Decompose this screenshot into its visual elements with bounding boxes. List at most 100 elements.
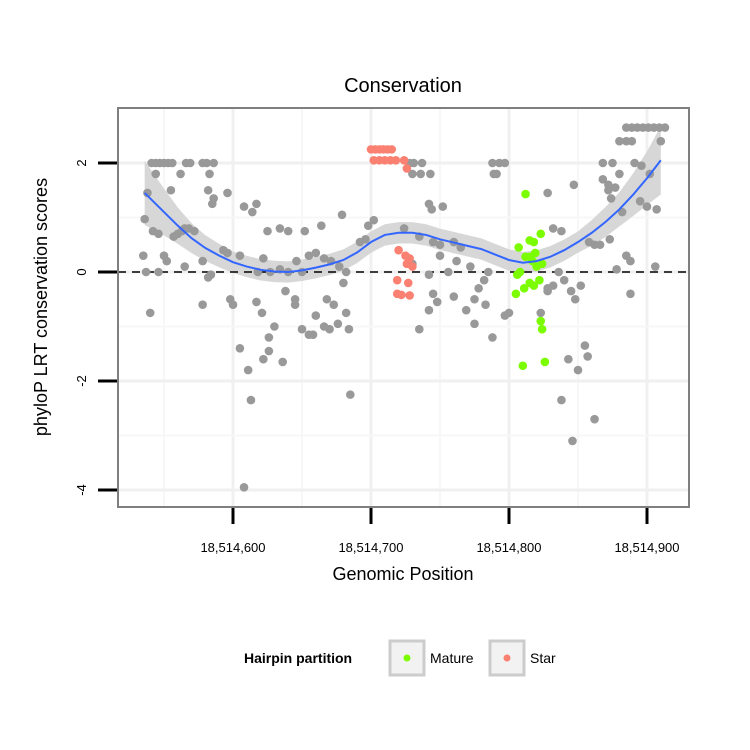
data-point-other <box>180 262 189 271</box>
smooth-line <box>143 159 662 274</box>
data-point-other <box>325 324 334 334</box>
data-point-star <box>392 275 402 285</box>
data-point-other <box>630 158 639 168</box>
data-point-other <box>206 270 216 280</box>
data-point-other <box>190 226 199 236</box>
data-point-other <box>151 169 161 179</box>
data-point-other <box>341 267 351 277</box>
data-point-other <box>166 185 176 195</box>
data-point-other <box>481 300 490 310</box>
data-point-other <box>252 297 261 307</box>
data-point-other <box>564 354 573 364</box>
data-point-other <box>399 224 409 233</box>
data-point-other <box>333 319 343 329</box>
data-point-other <box>198 300 207 310</box>
data-point-other <box>346 390 355 399</box>
data-point-other <box>259 254 268 263</box>
data-point-other <box>504 308 514 318</box>
data-point-mature <box>530 248 540 258</box>
data-point-other <box>500 158 510 168</box>
data-point-other <box>435 240 445 250</box>
data-point-other <box>278 357 287 367</box>
data-point-mature <box>529 281 539 290</box>
data-point-other <box>252 199 261 209</box>
data-point-other <box>479 275 489 285</box>
data-point-other <box>337 210 347 220</box>
data-point-mature <box>529 237 539 247</box>
plot-border <box>117 107 690 508</box>
data-point-other <box>470 319 479 329</box>
data-point-other <box>205 169 214 179</box>
data-point-other <box>311 248 321 258</box>
data-point-other <box>263 226 272 236</box>
x-tick-label: 18,514,800 <box>476 540 541 555</box>
data-point-other <box>598 175 608 184</box>
data-point-mature <box>519 284 529 293</box>
data-point-mature <box>540 357 550 367</box>
data-point-other <box>660 123 670 132</box>
data-point-mature <box>535 275 544 285</box>
data-point-other <box>139 251 148 260</box>
data-point-star <box>399 155 409 165</box>
legend-label-mature: Mature <box>430 650 474 666</box>
data-point-mature <box>511 289 521 299</box>
data-point-other <box>167 158 177 168</box>
data-point-other <box>176 169 185 179</box>
y-tick-label: 0 <box>74 268 89 275</box>
data-point-mature <box>521 189 530 199</box>
data-point-other <box>626 256 635 266</box>
data-point-other <box>145 308 155 318</box>
data-point-other <box>449 292 459 301</box>
data-point-star <box>391 155 401 165</box>
x-tick-label: 18,514,700 <box>338 540 403 555</box>
data-point-other <box>243 365 253 375</box>
data-point-star <box>408 262 417 271</box>
data-point-other <box>235 344 245 353</box>
data-point-other <box>610 183 620 192</box>
data-point-other <box>435 251 445 260</box>
data-point-other <box>308 330 318 339</box>
data-point-other <box>606 194 616 203</box>
data-point-other <box>239 482 249 492</box>
data-point-other <box>427 205 437 214</box>
data-point-other <box>635 196 645 206</box>
data-point-other <box>208 199 217 209</box>
data-point-other <box>484 267 493 277</box>
data-point-other <box>140 214 149 224</box>
data-point-star <box>405 291 414 300</box>
data-point-other <box>608 158 617 168</box>
data-point-other <box>283 226 293 236</box>
y-tick-label: -4 <box>74 484 89 496</box>
data-point-other <box>203 185 213 195</box>
data-point-mature <box>536 229 546 239</box>
data-point-other <box>543 286 552 296</box>
data-point-other <box>361 235 370 244</box>
data-point-star <box>403 278 413 288</box>
data-point-other <box>438 202 448 211</box>
data-point-other <box>536 308 546 318</box>
data-point-other <box>162 256 172 266</box>
legend-marker-mature <box>403 654 411 662</box>
data-point-other <box>264 333 274 342</box>
data-point-other <box>595 240 605 250</box>
data-point-other <box>580 341 590 350</box>
data-point-other <box>432 297 442 307</box>
data-point-other <box>409 158 419 168</box>
x-tick-label: 18,514,600 <box>200 540 265 555</box>
data-point-other <box>154 229 163 239</box>
data-point-other <box>428 289 438 299</box>
data-point-other <box>257 308 267 318</box>
data-point-other <box>612 264 621 274</box>
data-point-other <box>424 270 434 280</box>
data-point-other <box>297 324 307 334</box>
y-axis: 2 0 -2 -4 <box>74 159 117 496</box>
data-point-other <box>319 254 329 263</box>
data-point-other <box>198 256 207 266</box>
x-axis: 18,514,600 18,514,700 18,514,800 18,514,900 <box>200 508 680 555</box>
data-point-other <box>329 300 339 310</box>
data-point-other <box>428 237 438 247</box>
data-point-other <box>416 169 425 179</box>
data-point-other <box>246 395 256 405</box>
data-point-other <box>461 305 471 315</box>
